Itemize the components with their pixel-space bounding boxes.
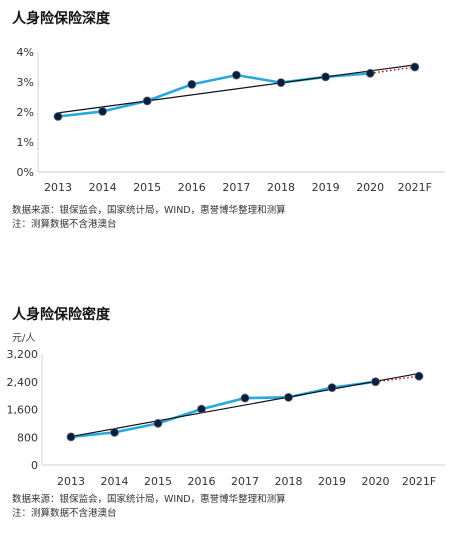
data-point [53,112,63,121]
data-point [327,383,337,393]
x-tick-label: 2014 [101,475,129,488]
y-tick-label: 0 [31,459,38,472]
data-point [231,70,241,80]
data-point [66,432,76,442]
y-axis-unit: 元/人 [12,333,36,344]
chart-title: 人身险保险深度 [12,11,110,27]
insurance-depth-chart: 0% 1% 2% 3% 4% 2013 2014 2015 2016 2017 2018 2019 20… [17,46,445,194]
y-tick-label: 800 [17,431,38,444]
data-point [110,427,119,437]
data-point [276,78,286,87]
x-tick-label: 2013 [57,475,85,488]
y-tick-label: 3% [17,76,34,89]
x-tick-label: 2019 [318,475,346,488]
data-point [414,371,424,381]
data-point [98,107,107,116]
x-tick-label: 2018 [275,475,303,488]
source-note: 数据来源：银保监会，国家统计局，WIND，惠誉博华整理和测算 [12,494,286,505]
footnote: 注：测算数据不含港澳台 [12,508,117,519]
x-tick-label: 2017 [222,181,250,194]
x-tick-label: 2018 [267,181,295,194]
data-point [187,80,197,89]
data-point [410,62,420,72]
y-tick-label: 4% [17,46,34,59]
chart-title: 人身险保险密度 [12,307,110,323]
data-point [142,96,152,106]
data-point [284,392,293,402]
data-point [371,377,380,387]
forecast-line [375,375,420,383]
x-tick-label: 2017 [231,475,259,488]
y-tick-label: 1,600 [7,404,39,417]
y-tick-label: 2% [17,106,34,119]
x-tick-label: 2020 [362,475,390,488]
x-tick-label: 2021F [402,475,436,488]
footnote: 注：测算数据不含港澳台 [12,219,117,230]
x-tick-label: 2015 [133,181,161,194]
data-point [197,404,206,414]
x-tick-label: 2015 [144,475,172,488]
data-point [365,68,375,78]
data-point [321,72,331,82]
y-tick-label: 2,400 [7,376,39,389]
data-point [153,418,163,428]
x-tick-label: 2021F [398,181,432,194]
source-note: 数据来源：银保监会，国家统计局，WIND，惠誉博华整理和测算 [12,205,286,216]
x-tick-label: 2013 [44,181,72,194]
chart-panel-insurance-density: 人身险保险密度 元/人 0 800 1,600 2,400 3,200 2013 2014 2… [0,300,453,528]
x-tick-label: 2020 [356,181,384,194]
y-tick-label: 3,200 [7,348,39,361]
y-tick-label: 1% [17,136,34,149]
series-line [70,380,376,439]
chart-panel-insurance-depth: 人身险保险深度 0% 1% 2% 3% 4% 2013 2014 2015 2016 2017 20… [0,0,453,240]
x-tick-label: 2019 [312,181,340,194]
data-point [240,393,250,403]
x-tick-label: 2016 [188,475,216,488]
insurance-density-chart: 0 800 1,600 2,400 3,200 2013 2014 2015 2016 2017 2… [7,348,445,488]
trend-line [57,64,415,114]
y-tick-label: 0% [17,166,34,179]
x-tick-label: 2016 [178,181,206,194]
x-tick-label: 2014 [89,181,117,194]
trend-line [70,372,420,438]
